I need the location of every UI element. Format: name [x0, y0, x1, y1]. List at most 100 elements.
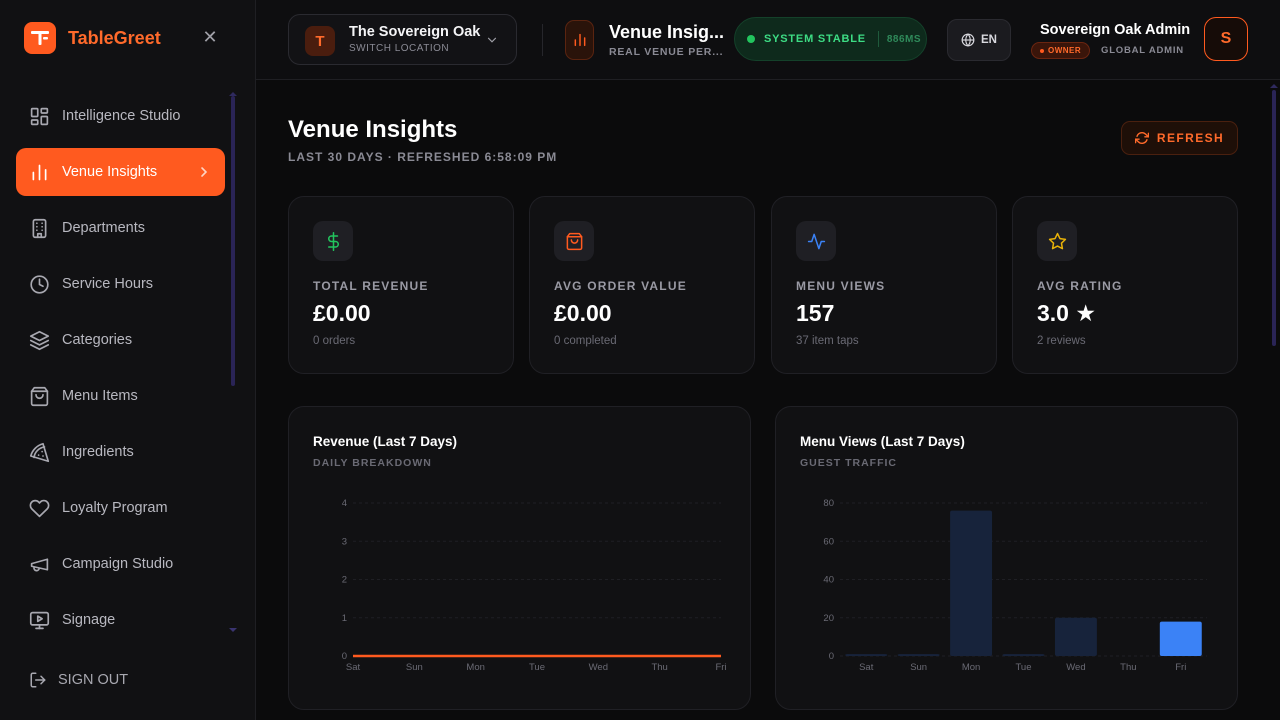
grid-icon — [28, 105, 50, 127]
location-switcher[interactable]: T The Sovereign Oak SWITCH LOCATION — [288, 14, 517, 65]
bar-sun[interactable] — [897, 654, 940, 656]
chevron-right-icon — [201, 167, 208, 177]
kpi-value: £0.00 — [554, 300, 612, 326]
kpi-subtext: 2 reviews — [1037, 335, 1086, 347]
main-scrollbar[interactable] — [1272, 90, 1276, 346]
y-tick-label: 0 — [829, 651, 834, 662]
shopping-bag-icon — [554, 221, 594, 261]
close-sidebar-icon[interactable]: ✕ — [202, 27, 218, 47]
sidebar-item-departments[interactable]: Departments — [16, 204, 225, 252]
brand-name: TableGreet — [68, 27, 161, 48]
bar-chart-icon — [565, 20, 594, 60]
status-text: SYSTEM STABLE — [764, 33, 866, 45]
brand-logo-icon — [31, 31, 49, 45]
revenue-chart-subtitle: DAILY BREAKDOWN — [313, 457, 432, 469]
y-tick-label: 3 — [342, 536, 347, 547]
kpi-label: MENU VIEWS — [796, 279, 886, 293]
bar-sat[interactable] — [845, 654, 888, 656]
sidebar-item-label: Ingredients — [62, 444, 134, 460]
sign-out-button[interactable]: SIGN OUT — [28, 670, 128, 690]
sidebar-item-intelligence-studio[interactable]: Intelligence Studio — [16, 92, 225, 140]
brand[interactable]: TableGreet — [24, 22, 161, 54]
sidebar-item-menu-items[interactable]: Menu Items — [16, 372, 225, 420]
kpi-card-avg-rating: AVG RATING 3.0 ★ 2 reviews — [1012, 196, 1238, 374]
user-role: GLOBAL ADMIN — [1101, 45, 1184, 56]
topbar-divider — [542, 24, 543, 56]
y-tick-label: 40 — [823, 575, 834, 586]
y-tick-label: 60 — [823, 536, 834, 547]
sidebar-item-venue-insights[interactable]: Venue Insights — [16, 148, 225, 196]
sidebar-scroll-down[interactable] — [229, 628, 237, 632]
sidebar-item-campaign-studio[interactable]: Campaign Studio — [16, 540, 225, 588]
x-tick-label: Fri — [1175, 662, 1186, 673]
clock-icon — [28, 273, 50, 295]
shopping-bag-icon — [28, 385, 50, 407]
bar-fri[interactable] — [1159, 621, 1202, 656]
dollar-icon — [313, 221, 353, 261]
x-tick-label: Thu — [1120, 662, 1136, 673]
sidebar-item-label: Loyalty Program — [62, 500, 168, 516]
sidebar-item-ingredients[interactable]: Ingredients — [16, 428, 225, 476]
kpi-value: 157 — [796, 300, 835, 326]
sidebar-scrollbar[interactable] — [231, 96, 235, 386]
system-status-badge: SYSTEM STABLE 886MS — [734, 17, 927, 61]
kpi-card-total-revenue: TOTAL REVENUE £0.00 0 orders — [288, 196, 514, 374]
language-button[interactable]: EN — [947, 19, 1011, 61]
menu-views-chart-subtitle: GUEST TRAFFIC — [800, 457, 897, 469]
kpi-subtext: 37 item taps — [796, 335, 859, 347]
location-avatar: T — [305, 26, 335, 56]
sidebar-nav: Intelligence Studio Venue Insights Departm… — [16, 92, 225, 652]
sidebar-item-label: Campaign Studio — [62, 556, 174, 572]
main-scroll-up[interactable] — [1270, 84, 1278, 88]
heart-icon — [28, 497, 50, 519]
megaphone-icon — [28, 553, 50, 575]
user-avatar[interactable]: S — [1204, 17, 1248, 61]
location-switch-label: SWITCH LOCATION — [349, 43, 450, 54]
owner-label: OWNER — [1048, 46, 1082, 55]
menu-views-chart-card: Menu Views (Last 7 Days) GUEST TRAFFIC 0… — [775, 406, 1238, 710]
bar-wed[interactable] — [1054, 617, 1097, 656]
bar-tue[interactable] — [1002, 654, 1045, 656]
kpi-subtext: 0 completed — [554, 335, 617, 347]
y-tick-label: 0 — [342, 651, 347, 662]
x-tick-label: Sat — [346, 662, 361, 673]
chevron-down-icon — [487, 37, 497, 43]
page-title: Venue Insights — [288, 116, 458, 143]
x-tick-label: Sat — [859, 662, 874, 673]
brand-logo — [24, 22, 56, 54]
log-out-icon — [28, 670, 48, 690]
status-separator — [877, 31, 879, 47]
sidebar-item-label: Signage — [62, 612, 116, 628]
x-tick-label: Sun — [910, 662, 927, 673]
sidebar: TableGreet ✕ Intelligence Studio Venue In… — [0, 0, 256, 720]
revenue-chart-title: Revenue (Last 7 Days) — [313, 434, 458, 449]
sidebar-item-label: Intelligence Studio — [62, 108, 181, 124]
x-tick-label: Mon — [962, 662, 980, 673]
y-tick-label: 4 — [342, 498, 347, 509]
x-tick-label: Thu — [651, 662, 667, 673]
bar-mon[interactable] — [950, 510, 993, 656]
topbar-page-title: Venue Insig... — [609, 22, 725, 42]
y-tick-label: 80 — [823, 498, 834, 509]
x-tick-label: Wed — [1066, 662, 1085, 673]
pizza-icon — [28, 441, 50, 463]
refresh-button[interactable]: REFRESH — [1121, 121, 1238, 155]
sidebar-item-label: Categories — [62, 332, 133, 348]
x-tick-label: Tue — [1015, 662, 1031, 673]
sidebar-item-loyalty-program[interactable]: Loyalty Program — [16, 484, 225, 532]
location-name: The Sovereign Oak — [349, 24, 481, 40]
sidebar-scroll-up[interactable] — [229, 92, 237, 96]
kpi-subtext: 0 orders — [313, 335, 356, 347]
status-latency: 886MS — [886, 33, 922, 45]
x-tick-label: Fri — [715, 662, 726, 673]
top-bar: T The Sovereign Oak SWITCH LOCATION Venu… — [256, 0, 1280, 80]
refresh-icon — [1134, 132, 1149, 144]
sidebar-item-categories[interactable]: Categories — [16, 316, 225, 364]
owner-dot — [1040, 48, 1044, 53]
sidebar-item-signage[interactable]: Signage — [16, 596, 225, 644]
monitor-play-icon — [28, 609, 50, 631]
sidebar-item-service-hours[interactable]: Service Hours — [16, 260, 225, 308]
revenue-chart-card: Revenue (Last 7 Days) DAILY BREAKDOWN 0 1… — [288, 406, 751, 710]
kpi-card-avg-order-value: AVG ORDER VALUE £0.00 0 completed — [529, 196, 755, 374]
kpi-value: 3.0 ★ — [1037, 300, 1096, 326]
